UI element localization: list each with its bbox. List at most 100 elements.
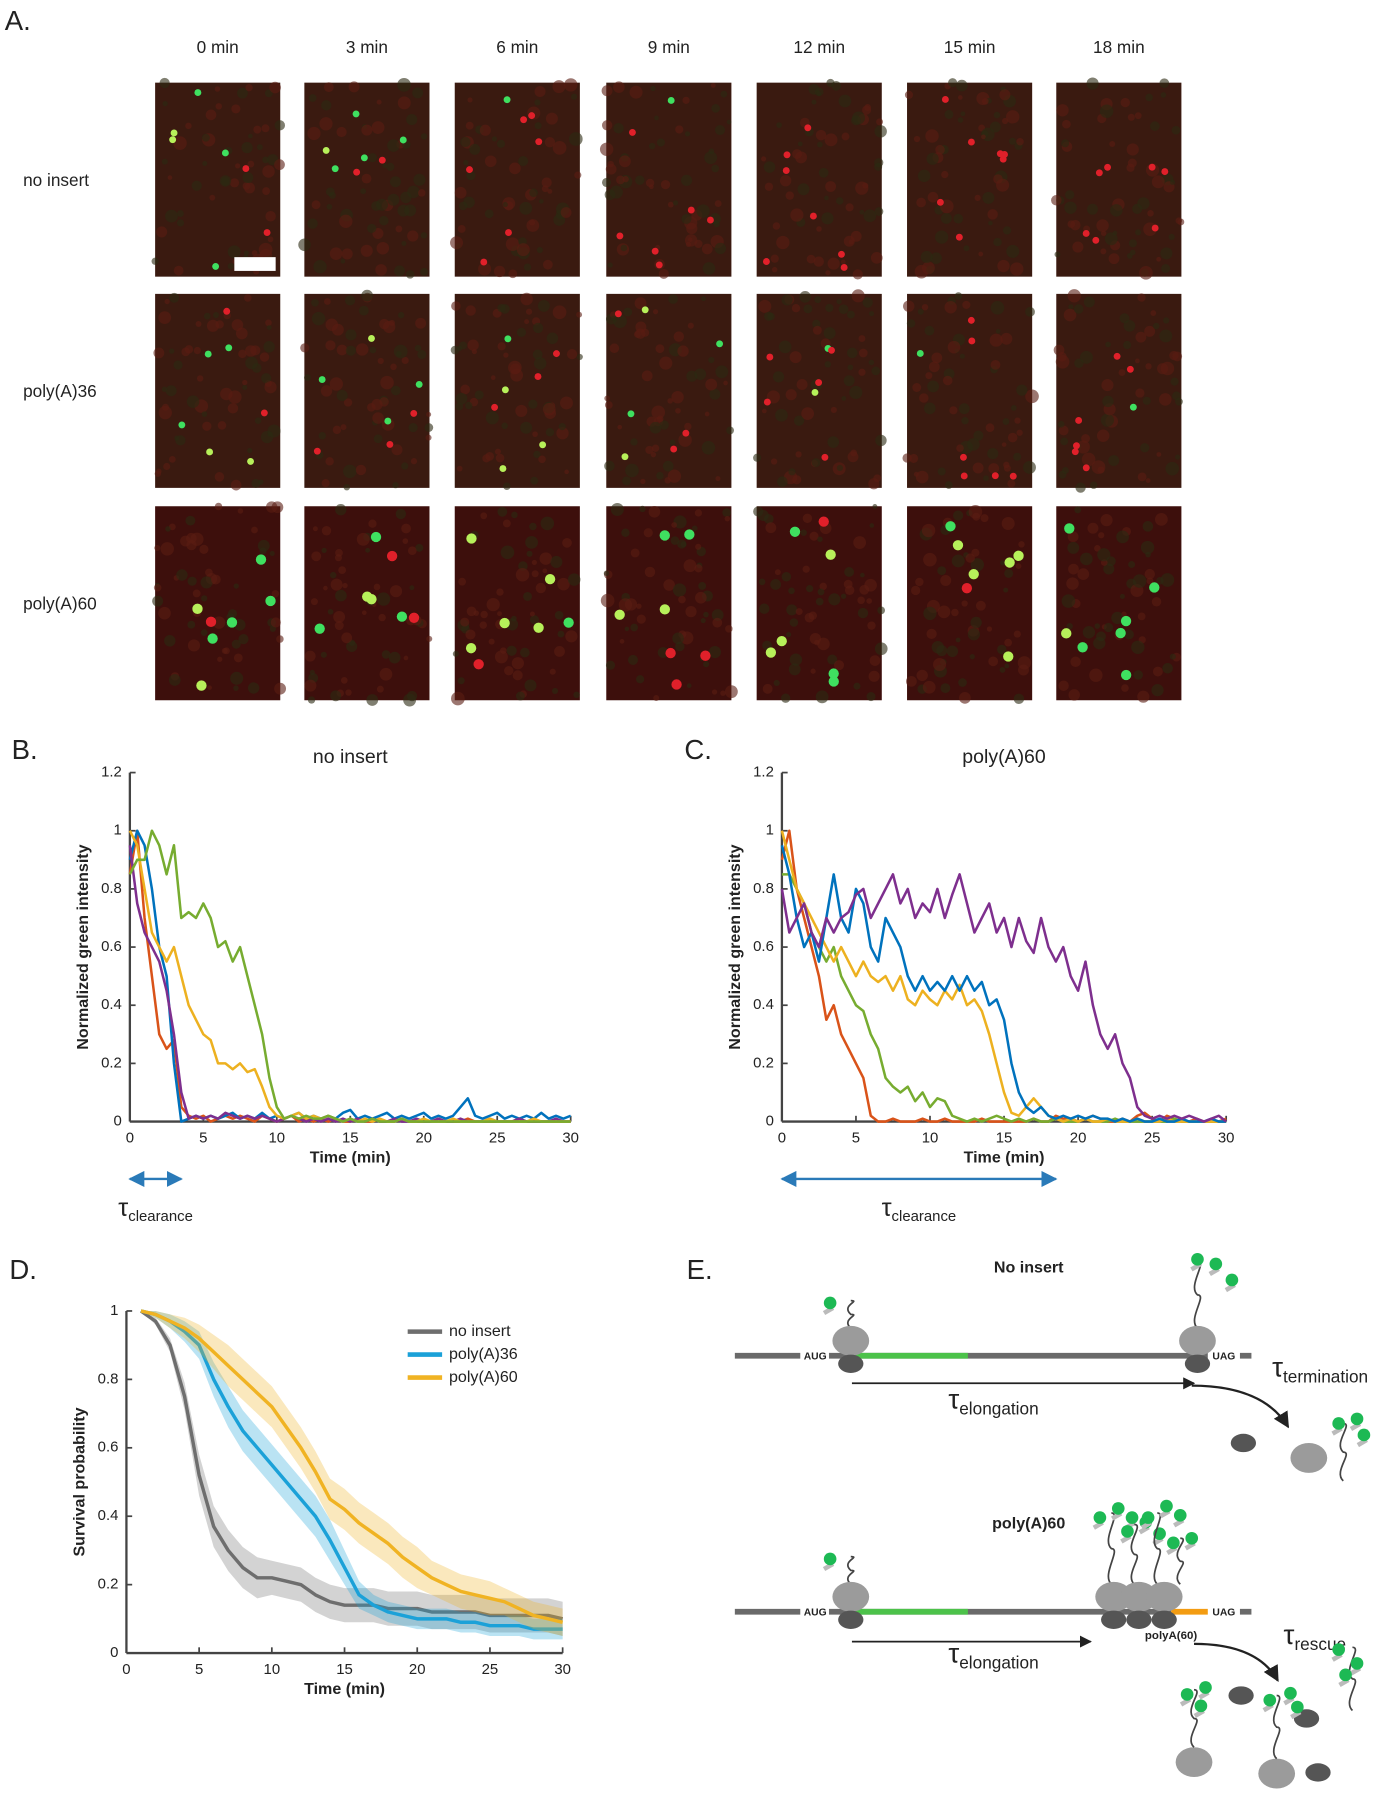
noise [344,295,356,306]
spot [212,262,220,270]
noise [859,209,865,215]
noise [785,389,797,401]
noise [975,600,986,611]
noise [529,219,536,226]
noise [341,632,353,644]
noise [158,405,172,420]
noise [568,132,583,146]
noise [490,375,496,381]
noise [874,207,884,216]
noise [687,237,693,242]
noise [843,375,855,387]
noise [186,539,197,551]
noise [1002,418,1010,425]
panel-label: B. [12,734,38,765]
noise [329,377,344,391]
series-line [128,829,571,1123]
spot [225,344,233,352]
tau-label: τelongation [948,1384,1038,1418]
noise [779,174,792,187]
noise [860,572,865,578]
noise [538,455,546,464]
noise [465,121,474,130]
noise [551,687,559,694]
noise [1010,262,1024,276]
noise [274,682,287,695]
spot [682,429,690,437]
x-tick-label: 0 [126,1130,134,1147]
noise [772,371,785,383]
noise [1134,112,1142,120]
spot [362,591,373,602]
noise [168,455,176,463]
spot [353,168,361,176]
gfp [1191,1252,1204,1266]
noise [511,511,518,519]
noise [187,576,197,586]
spot [1009,472,1017,480]
noise [776,235,790,250]
noise [503,482,511,490]
noise [515,567,530,582]
noise [321,100,332,111]
noise [367,153,378,163]
noise [658,268,669,279]
gfp [1263,1693,1277,1707]
noise [151,257,159,265]
spot [967,138,975,146]
noise [841,132,850,141]
spot [205,616,217,628]
gfp [1225,1273,1239,1287]
noise [989,121,1001,133]
noise [200,629,208,636]
noise [804,612,815,623]
noise [368,519,377,528]
noise [853,536,867,549]
noise [650,451,657,458]
noise [1156,577,1164,585]
noise [622,476,632,486]
noise [920,250,933,263]
spot [204,350,212,358]
noise [469,143,481,155]
noise [164,635,176,647]
noise [850,449,858,457]
noise [520,292,533,306]
noise [817,536,823,542]
tau-subscript: clearance [892,1208,957,1225]
noise [502,519,511,528]
noise [927,380,940,393]
row-label: poly(A)36 [23,381,97,401]
noise [406,113,418,126]
noise [1090,481,1098,489]
gfp [1284,1686,1297,1700]
noise [641,370,653,382]
noise [508,269,518,279]
y-tick-label: 0.8 [753,880,774,897]
noise [235,327,248,340]
noise [797,183,810,196]
noise [868,478,880,490]
noise [534,99,541,106]
noise [817,141,823,148]
noise [195,321,202,327]
noise [308,94,317,102]
noise [1018,664,1030,676]
noise [771,266,778,273]
noise [310,598,318,606]
noise [921,303,929,311]
noise [799,291,811,303]
noise [233,685,239,691]
noise [972,462,984,474]
spot [170,129,178,137]
noise [530,476,539,485]
noise [214,86,221,92]
spot [659,530,670,541]
noise [386,162,395,171]
noise [843,579,853,589]
spot [178,421,186,429]
noise [415,317,427,329]
noise [466,606,477,617]
noise [789,653,803,666]
noise [345,345,356,356]
